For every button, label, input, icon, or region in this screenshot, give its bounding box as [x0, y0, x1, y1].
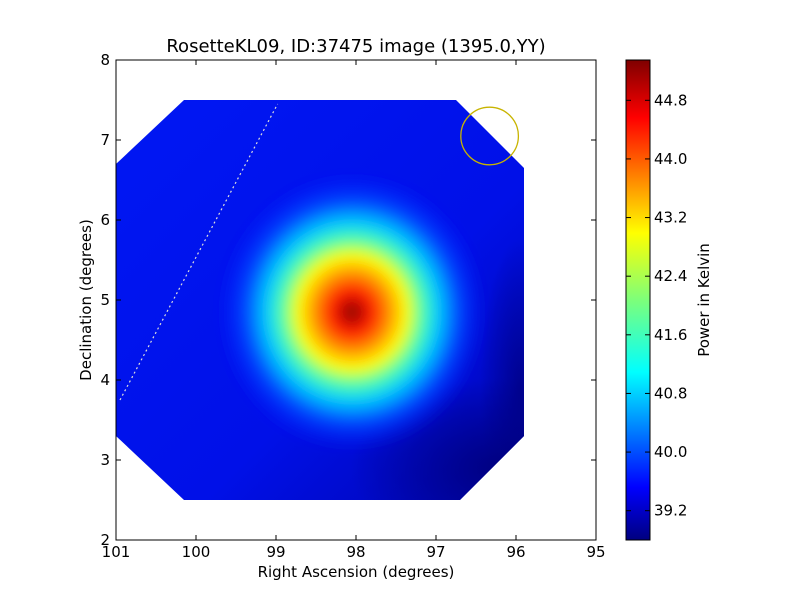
x-tick-label: 99 [266, 543, 285, 561]
colorbar-tick-label: 42.4 [654, 267, 687, 285]
x-tick-label: 98 [346, 543, 365, 561]
beam-circle [460, 106, 520, 166]
y-tick-label: 7 [100, 131, 110, 149]
colorbar [625, 59, 651, 541]
y-tick-label: 3 [100, 451, 110, 469]
y-tick-label: 4 [100, 371, 110, 389]
x-tick-label: 101 [102, 543, 131, 561]
dotted-line [119, 103, 279, 401]
y-tick-label: 6 [100, 211, 110, 229]
colorbar-label: Power in Kelvin [695, 243, 713, 357]
x-tick-label: 96 [506, 543, 525, 561]
colorbar-tick-label: 40.8 [654, 384, 687, 402]
x-axis-ticks: 101 100 99 98 97 96 95 [102, 60, 606, 561]
colorbar-tick-label: 44.0 [654, 150, 687, 168]
colorbar-tick-label: 39.2 [654, 502, 687, 520]
x-tick-label: 100 [182, 543, 211, 561]
colorbar-ticks: 39.2 40.0 40.8 41.6 42.4 43.2 44.0 44.8 [626, 91, 687, 520]
y-axis-ticks: 2 3 4 5 6 7 8 [100, 51, 596, 549]
x-axis-label: Right Ascension (degrees) [258, 563, 455, 581]
peak-emission [217, 172, 487, 452]
x-tick-label: 95 [586, 543, 605, 561]
y-tick-label: 2 [100, 531, 110, 549]
y-tick-label: 8 [100, 51, 110, 69]
colorbar-tick-label: 40.0 [654, 443, 687, 461]
x-tick-label: 97 [426, 543, 445, 561]
y-tick-label: 5 [100, 291, 110, 309]
colorbar-tick-label: 41.6 [654, 326, 687, 344]
colorbar-tick-label: 43.2 [654, 209, 687, 227]
colorbar-tick-label: 44.8 [654, 91, 687, 109]
chart-title: RosetteKL09, ID:37475 image (1395.0,YY) [166, 36, 545, 57]
y-axis-label: Declination (degrees) [77, 219, 95, 381]
